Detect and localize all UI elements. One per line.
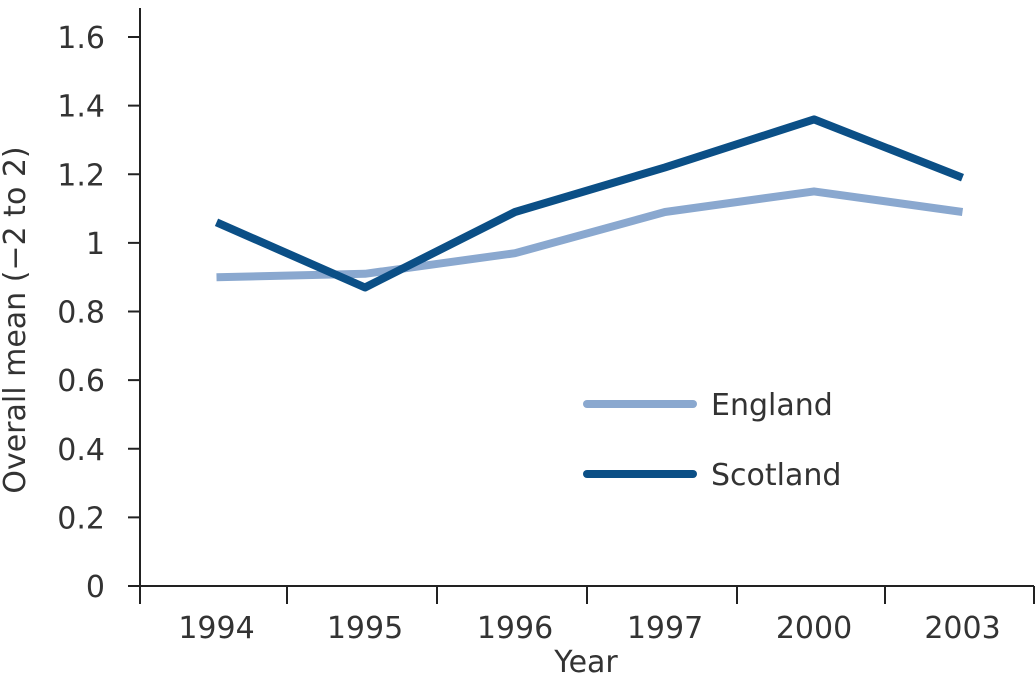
- axes: [139, 8, 1034, 587]
- y-tick-label: 0.4: [57, 433, 105, 468]
- y-tick-label: 1.6: [57, 21, 105, 56]
- x-tick-label: 2000: [776, 611, 852, 646]
- y-tick-label: 0.8: [57, 296, 105, 331]
- series-line-england: [216, 187, 964, 282]
- series-line-scotland: [214, 115, 964, 292]
- x-tick-label: 1994: [178, 611, 254, 646]
- y-tick-label: 1.2: [57, 158, 105, 193]
- x-axis-title: Year: [553, 645, 618, 675]
- x-tick-label: 1995: [327, 611, 403, 646]
- x-tick-label: 2003: [924, 611, 1000, 646]
- y-ticks: 0 0.2 0.4 0.6 0.8 1 1.2 1.4 1.6: [57, 21, 140, 605]
- y-tick-label: 0: [86, 570, 105, 605]
- y-tick-label: 1.4: [57, 90, 105, 125]
- legend: England Scotland: [583, 388, 841, 493]
- y-tick-label: 0.6: [57, 364, 105, 399]
- x-ticks: 1994 1995 1996 1997 2000 2003: [139, 586, 1035, 646]
- x-tick-label: 1997: [627, 611, 703, 646]
- legend-label-england: England: [711, 388, 833, 423]
- y-tick-label: 1: [86, 227, 105, 262]
- legend-label-scotland: Scotland: [711, 458, 841, 493]
- y-tick-label: 0.2: [57, 501, 105, 536]
- series: [214, 115, 964, 292]
- y-axis-title: Overall mean (−2 to 2): [0, 146, 33, 493]
- x-tick-label: 1996: [477, 611, 553, 646]
